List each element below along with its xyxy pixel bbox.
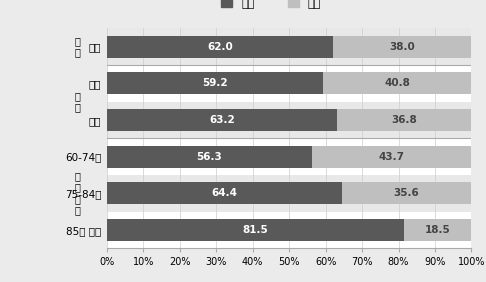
Bar — [107, 102, 471, 138]
Bar — [312, 146, 471, 168]
Text: 81.5: 81.5 — [243, 225, 268, 235]
Text: 36.8: 36.8 — [392, 115, 417, 125]
Bar — [107, 138, 471, 175]
Legend: 있음, 없음: 있음, 없음 — [221, 0, 321, 9]
Text: 38.0: 38.0 — [389, 41, 415, 52]
Bar — [107, 36, 333, 58]
Text: 40.8: 40.8 — [384, 78, 410, 88]
Bar — [333, 36, 471, 58]
Text: 연
령
집
단: 연 령 집 단 — [75, 171, 81, 215]
Bar — [107, 219, 404, 241]
Text: 성
별: 성 별 — [75, 91, 81, 112]
Bar — [323, 72, 471, 94]
Text: 전
체: 전 체 — [75, 36, 81, 57]
Text: 64.4: 64.4 — [211, 188, 237, 198]
Text: 63.2: 63.2 — [209, 115, 235, 125]
Text: 43.7: 43.7 — [379, 151, 405, 162]
Bar — [404, 219, 471, 241]
Text: 56.3: 56.3 — [197, 151, 223, 162]
Text: 59.2: 59.2 — [202, 78, 227, 88]
Bar — [342, 182, 471, 204]
Text: 62.0: 62.0 — [207, 41, 233, 52]
Bar — [107, 212, 471, 248]
Bar — [107, 28, 471, 65]
Bar — [107, 109, 337, 131]
Bar — [107, 72, 323, 94]
Bar — [107, 182, 342, 204]
Bar — [107, 65, 471, 102]
Bar — [107, 146, 312, 168]
Text: 35.6: 35.6 — [394, 188, 419, 198]
Text: 18.5: 18.5 — [425, 225, 451, 235]
Bar — [107, 175, 471, 212]
Bar — [337, 109, 471, 131]
